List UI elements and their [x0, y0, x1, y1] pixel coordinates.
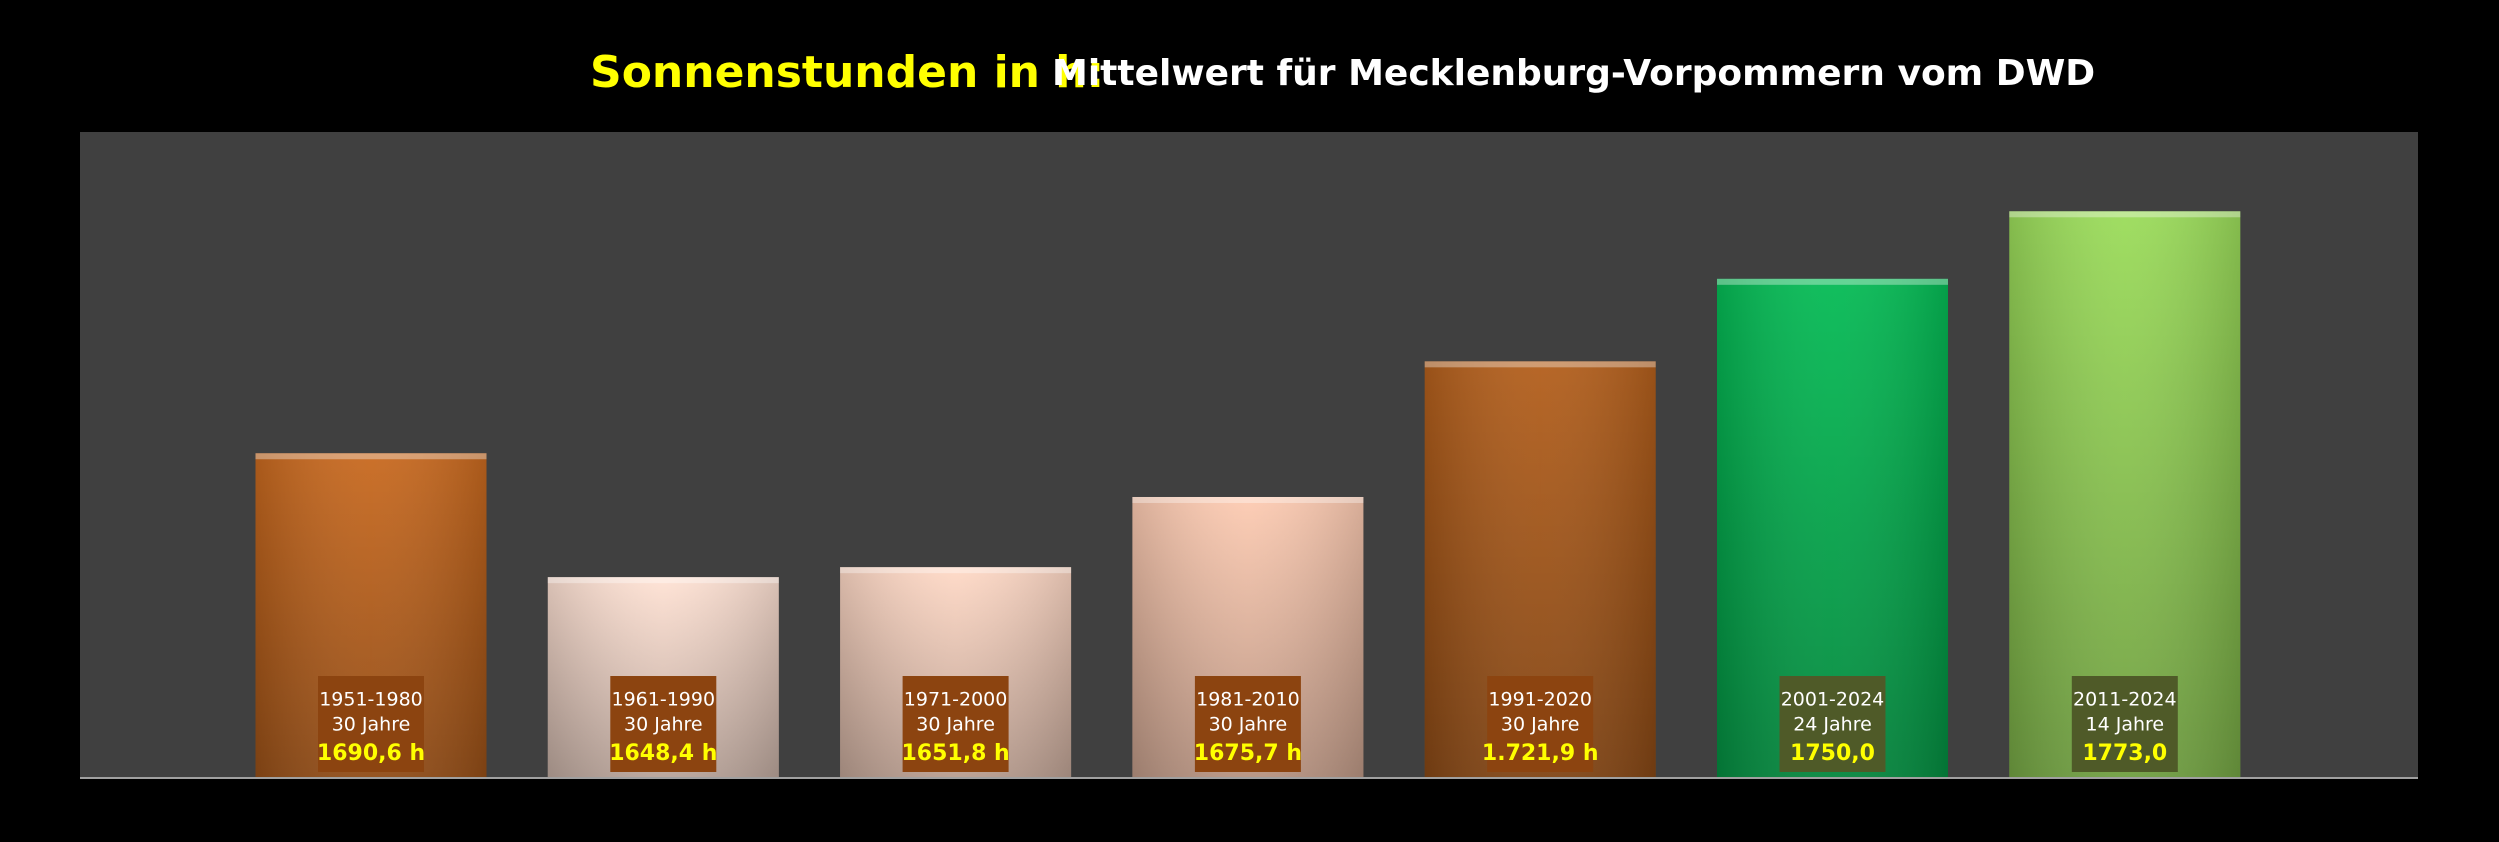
value-label: 1675,7 h: [1194, 741, 1302, 766]
bar-highlight: [1132, 496, 1364, 503]
bar-highlight: [1717, 278, 1948, 285]
category-label: 2001-2024: [1781, 689, 1885, 711]
category-label: 2011-2024: [2073, 689, 2177, 711]
label-box: [2071, 676, 2178, 772]
label-box: [610, 676, 717, 772]
period-label: 24 Jahre: [1793, 714, 1872, 736]
category-label: 1991-2020: [1488, 689, 1592, 711]
period-label: 30 Jahre: [916, 714, 995, 736]
value-label: 1648,4 h: [609, 741, 717, 766]
category-label: 1971-2000: [904, 689, 1008, 711]
value-label: 1.721,9 h: [1482, 741, 1599, 766]
period-label: 30 Jahre: [332, 714, 411, 736]
label-box: [1194, 676, 1301, 772]
bar-highlight: [547, 577, 779, 584]
label-box: [1487, 676, 1594, 772]
category-label: 1961-1990: [612, 689, 716, 711]
period-label: 30 Jahre: [1209, 714, 1288, 736]
bar-highlight: [1424, 361, 1656, 368]
period-label: 14 Jahre: [2086, 714, 2165, 736]
label-box: [1779, 676, 1886, 772]
label-box: [318, 676, 424, 772]
bar-highlight: [840, 567, 1072, 574]
category-label: 1981-2010: [1196, 689, 1300, 711]
value-label: 1651,8 h: [901, 741, 1009, 766]
chart-title: Sonnenstunden in h:: [590, 47, 1104, 98]
value-label: 1773,0: [2082, 741, 2167, 766]
period-label: 30 Jahre: [1501, 714, 1580, 736]
value-label: 1690,6 h: [317, 741, 425, 766]
label-box: [902, 676, 1009, 772]
category-label: 1951-1980: [319, 689, 423, 711]
chart-subtitle: Mittelwert für Mecklenburg-Vorpommern vo…: [1052, 53, 2095, 94]
bar-highlight: [255, 453, 487, 460]
value-label: 1750,0: [1790, 741, 1875, 766]
period-label: 30 Jahre: [624, 714, 703, 736]
bar-highlight: [2009, 211, 2241, 218]
